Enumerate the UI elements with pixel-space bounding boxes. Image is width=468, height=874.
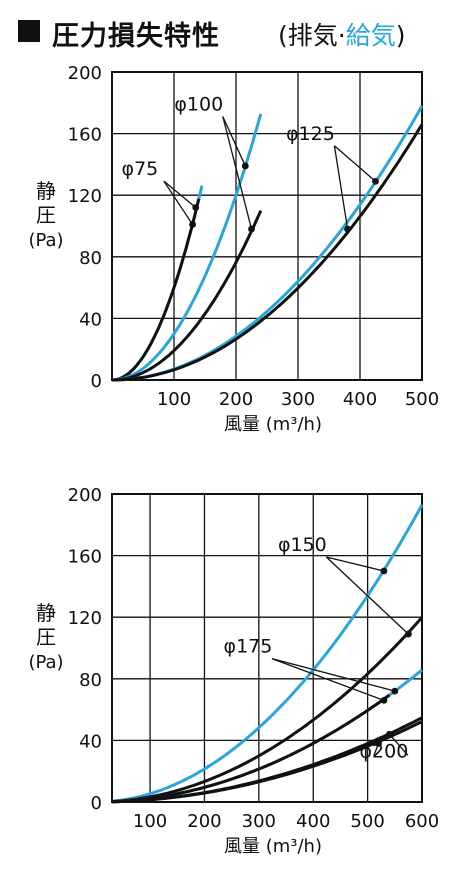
y-tick-label: 160 — [68, 125, 102, 146]
subtitle-open: (排気· — [278, 21, 346, 50]
curve-marker — [391, 687, 399, 695]
leader-line — [271, 657, 395, 692]
header: 圧力損失特性 (排気·給気) — [16, 14, 456, 54]
x-tick-label: 400 — [343, 389, 377, 410]
x-tick-label: 100 — [133, 811, 167, 832]
leader-line — [222, 116, 246, 167]
x-axis-label: 風量 (m³/h) — [224, 414, 322, 435]
subtitle-highlight: 給気 — [345, 21, 396, 50]
x-tick-label: 100 — [157, 389, 191, 410]
curve-marker — [372, 177, 379, 185]
y-axis-label-3: (Pa) — [28, 652, 63, 673]
y-tick-label: 80 — [79, 248, 102, 269]
curve-marker — [344, 225, 351, 233]
series-line-phi100-black — [112, 209, 263, 382]
series-line-phi150-black — [111, 616, 424, 803]
curve-marker — [192, 204, 200, 211]
plot-frame — [111, 493, 423, 803]
y-axis-label-2: 圧 — [36, 625, 56, 649]
curve-marker — [380, 567, 388, 575]
leader-line — [388, 733, 409, 756]
y-axis-label-2: 圧 — [36, 203, 56, 227]
x-tick-label: 300 — [242, 811, 276, 832]
y-axis-label-1: 静 — [36, 179, 56, 203]
leader-line — [163, 180, 197, 209]
page-title: 圧力損失特性 — [52, 21, 220, 52]
series-line-phi125-black — [112, 123, 424, 382]
curve-marker — [405, 630, 412, 638]
y-tick-label: 120 — [68, 608, 102, 629]
subtitle-close: ) — [395, 21, 406, 50]
curve-marker — [380, 696, 388, 704]
y-tick-label: 200 — [68, 63, 102, 84]
leader-line — [271, 658, 385, 701]
leader-line — [222, 116, 253, 230]
curve-label-phi200: φ200 — [360, 740, 409, 762]
plot-frame — [111, 71, 423, 381]
curve-label-phi150: φ150 — [278, 534, 327, 556]
x-tick-label: 500 — [405, 389, 439, 410]
y-tick-label: 160 — [68, 547, 102, 568]
leader-line — [333, 145, 376, 182]
y-tick-label: 80 — [79, 670, 102, 691]
series-line-phi75-blue — [112, 185, 204, 382]
x-tick-label: 200 — [219, 389, 253, 410]
x-axis-label: 風量 (m³/h) — [224, 836, 322, 857]
curve-label-phi125: φ125 — [286, 123, 335, 145]
y-axis-label-3: (Pa) — [28, 230, 63, 251]
leader-line — [333, 145, 349, 230]
curve-marker — [375, 740, 382, 747]
series-line-phi150-blue — [111, 504, 424, 803]
y-tick-label: 200 — [68, 485, 102, 506]
y-axis-label-1: 静 — [36, 601, 56, 625]
x-tick-label: 400 — [296, 811, 330, 832]
curve-label-phi75: φ75 — [122, 158, 159, 180]
y-tick-label: 40 — [79, 309, 102, 330]
y-tick-label: 40 — [79, 731, 102, 752]
curve-marker — [385, 730, 393, 738]
leader-line — [325, 556, 409, 635]
curve-label-phi175: φ175 — [224, 636, 273, 658]
curve-marker — [189, 221, 197, 228]
x-tick-label: 600 — [405, 811, 439, 832]
series-line-phi125-blue — [112, 105, 424, 382]
series-line-phi200-black — [111, 720, 423, 804]
x-tick-label: 200 — [187, 811, 221, 832]
curve-marker — [248, 225, 255, 233]
square-bullet-icon — [18, 20, 40, 42]
y-tick-label: 120 — [68, 186, 102, 207]
curve-label-phi100: φ100 — [174, 94, 223, 116]
leader-line — [326, 556, 385, 572]
series-line-phi100-blue — [112, 113, 263, 382]
y-tick-label: 0 — [91, 371, 102, 392]
series-line-phi175-blue — [111, 668, 423, 804]
y-tick-label: 0 — [91, 793, 102, 814]
series-line-phi175-black — [111, 693, 391, 804]
series-line-phi75-black — [112, 198, 201, 382]
curve-marker — [241, 162, 249, 170]
x-tick-label: 300 — [281, 389, 315, 410]
leader-line — [163, 180, 194, 225]
x-tick-label: 500 — [350, 811, 384, 832]
page-subtitle: (排気·給気) — [278, 16, 405, 52]
